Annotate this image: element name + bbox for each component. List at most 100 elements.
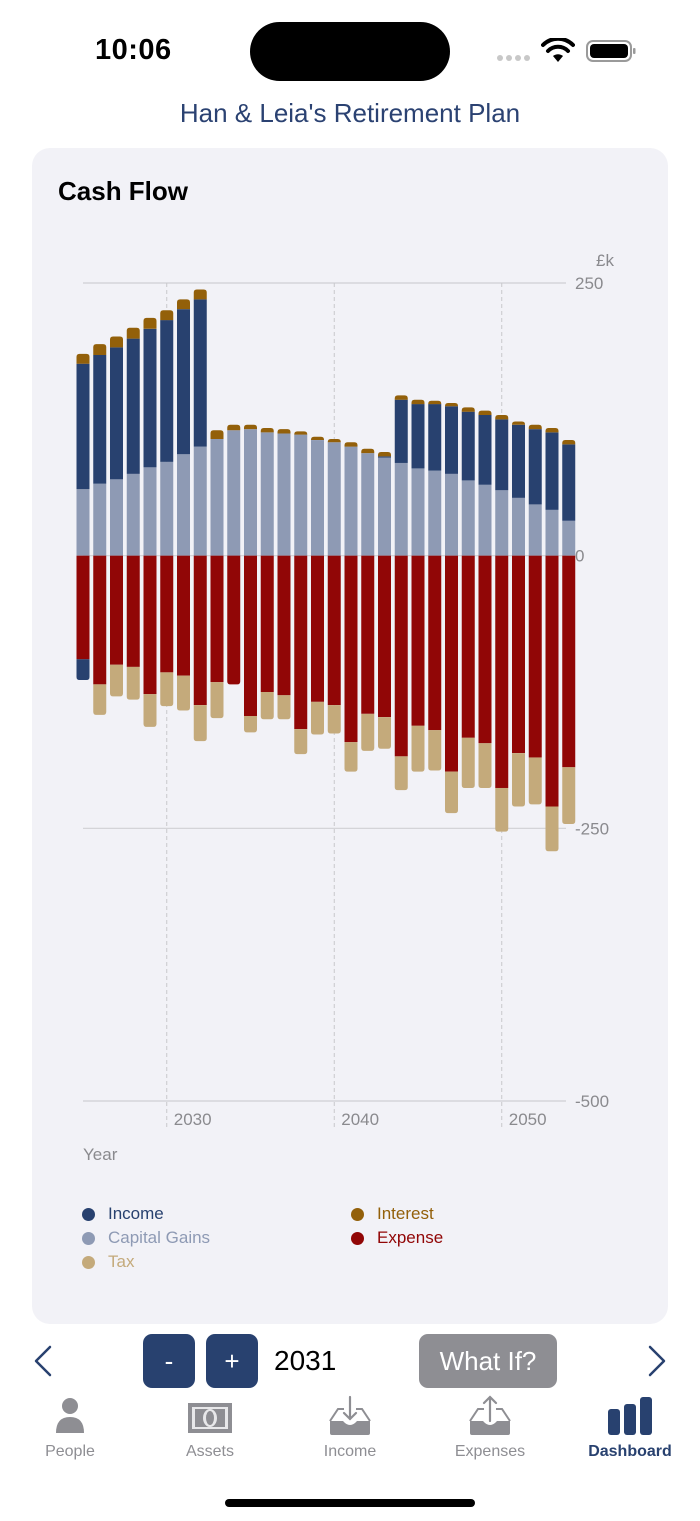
bar-segment-interest <box>76 353 90 364</box>
bar-segment-income <box>143 328 157 468</box>
bar-segment-capital-gains <box>110 479 123 556</box>
bar-segment-expense <box>110 555 123 665</box>
bar-segment-capital-gains <box>478 484 492 556</box>
bar-segment-interest <box>512 421 525 425</box>
bar-segment-expense <box>545 555 559 807</box>
bar-segment-tax <box>428 730 442 771</box>
bar-segment-interest <box>528 424 542 430</box>
bar-segment-income <box>411 404 425 469</box>
bar-segment-income <box>562 444 576 521</box>
bar-segment-tax <box>177 675 190 711</box>
bar-segment-capital-gains <box>545 509 559 556</box>
cash-flow-chart: £k Year 250 0 -250 -500 2030 2040 2050 <box>76 251 614 1164</box>
cellular-signal-icon <box>497 55 530 61</box>
legend-item-expense: Expense <box>351 1226 443 1250</box>
bar-segment-tax <box>210 682 224 719</box>
x-tick-label: 2040 <box>341 1110 379 1129</box>
bar-segment-capital-gains <box>528 504 542 556</box>
bar-segment-tax <box>478 743 492 788</box>
x-axis-title: Year <box>83 1145 118 1164</box>
bar-segment-income <box>110 347 123 480</box>
legend-dot-icon <box>82 1255 95 1269</box>
tab-label: People <box>45 1443 95 1460</box>
bar-segment-tax <box>294 729 308 755</box>
bar-segment-tax <box>193 705 207 742</box>
chevron-right-icon[interactable] <box>646 1345 668 1377</box>
bar-segment-tax <box>495 787 509 832</box>
bar-segment-income <box>126 338 140 474</box>
bar-segment-expense <box>93 555 107 685</box>
bar-segment-capital-gains <box>126 473 140 556</box>
y-tick-label: 250 <box>575 274 603 293</box>
bar-segment-interest <box>495 414 509 420</box>
legend-dot-icon <box>351 1231 364 1245</box>
bar-segment-tax <box>361 713 375 751</box>
bar-segment-expense <box>277 555 291 696</box>
bar-segment-interest <box>244 424 257 430</box>
bar-segment-capital-gains <box>260 432 274 556</box>
legend-dot-icon <box>82 1207 95 1221</box>
bar-segment-expense <box>294 555 308 730</box>
bar-segment-interest <box>294 431 308 435</box>
legend-label: Interest <box>377 1204 434 1223</box>
bar-segment-capital-gains <box>394 462 408 556</box>
what-if-button[interactable]: What If? <box>419 1334 557 1388</box>
decrement-year-button[interactable]: - <box>143 1334 195 1388</box>
bar-segment-expense <box>210 555 224 683</box>
bar-segment-expense <box>428 555 442 731</box>
status-time: 10:06 <box>95 34 172 66</box>
wifi-icon <box>541 38 575 62</box>
bar-segment-interest <box>160 310 174 321</box>
bar-segment-interest <box>210 430 224 439</box>
x-tick-label: 2050 <box>509 1110 547 1129</box>
bar-segment-capital-gains <box>512 497 525 556</box>
bar-segment-income <box>193 299 207 447</box>
bar-segment-interest <box>311 436 324 441</box>
dynamic-island <box>250 22 450 81</box>
bar-segment-expense <box>361 555 375 714</box>
bar-segment-income <box>378 456 391 458</box>
bar-segment-tax <box>143 694 157 727</box>
tab-expenses[interactable]: Expenses <box>420 1395 560 1470</box>
increment-year-button[interactable]: + <box>206 1334 258 1388</box>
x-tick-label: 2030 <box>174 1110 212 1129</box>
bar-segment-capital-gains <box>445 473 458 556</box>
tab-label: Expenses <box>454 1443 526 1460</box>
bar-segment-tax <box>126 666 140 700</box>
y-tick-label: 0 <box>575 547 584 566</box>
bar-segment-interest <box>411 399 425 405</box>
bar-segment-capital-gains <box>461 480 475 556</box>
tab-people[interactable]: People <box>0 1395 140 1470</box>
bar-segment-capital-gains <box>76 489 90 556</box>
bar-segment-capital-gains <box>177 454 190 556</box>
bar-segment-tax <box>461 737 475 788</box>
tab-dashboard[interactable]: Dashboard <box>560 1395 700 1470</box>
bar-segment-expense <box>394 555 408 757</box>
bar-segment-interest <box>277 429 291 434</box>
bar-segment-capital-gains <box>411 468 425 556</box>
chevron-left-icon[interactable] <box>32 1345 54 1377</box>
bar-segment-interest <box>193 289 207 300</box>
bar-segment-tax <box>110 664 123 697</box>
bar-segment-expense <box>512 555 525 754</box>
bar-segment-expense <box>411 555 425 726</box>
bar-segment-capital-gains <box>277 433 291 556</box>
bar-segment-income <box>478 414 492 485</box>
bar-segment-capital-gains <box>244 429 257 556</box>
bar-segment-capital-gains <box>227 430 241 556</box>
bar-segment-income <box>428 404 442 471</box>
bar-segment-interest <box>461 407 475 412</box>
bar-segment-expense <box>378 555 391 718</box>
bar-segment-tax <box>244 715 257 733</box>
bar-segment-capital-gains <box>311 440 324 556</box>
bar-segment-capital-gains <box>361 453 375 556</box>
bar-segment-expense <box>76 555 90 660</box>
bar-segment-expense <box>177 555 190 676</box>
bar-segment-expense <box>143 555 157 695</box>
bar-segment-expense <box>562 555 576 768</box>
bar-segment-interest <box>562 440 576 445</box>
chart-labels: £k Year 250 0 -250 -500 2030 2040 2050 <box>83 251 614 1164</box>
bar-segment-income <box>93 354 107 484</box>
tab-assets[interactable]: Assets <box>140 1395 280 1470</box>
tab-income[interactable]: Income <box>280 1395 420 1470</box>
